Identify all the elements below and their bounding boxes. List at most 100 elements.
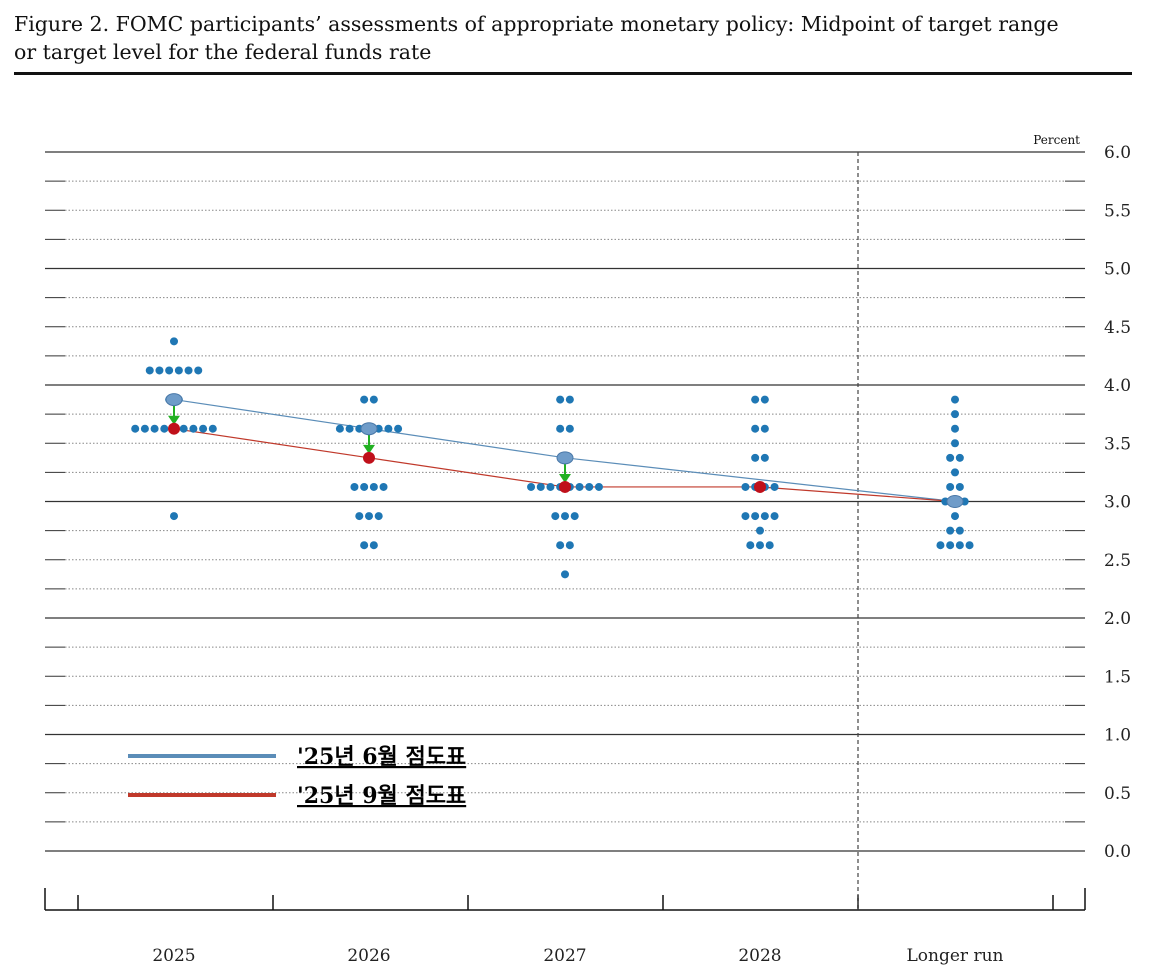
participant-dot <box>951 424 959 433</box>
participant-dot <box>965 541 974 550</box>
participant-dot <box>556 541 565 550</box>
participant-dot <box>131 424 140 433</box>
y-tick-label: 3.5 <box>1104 434 1131 454</box>
legend-label-june: '25년 6월 점도표 <box>297 744 466 770</box>
june-median-marker <box>165 393 183 407</box>
participant-dot <box>546 482 555 491</box>
y-tick-label: 2.0 <box>1104 609 1131 629</box>
participant-dot <box>394 424 403 433</box>
june-median-marker <box>946 495 964 508</box>
participant-dot <box>551 512 560 521</box>
participant-dot <box>756 526 764 535</box>
participant-dot <box>174 366 183 375</box>
participant-dot <box>160 424 169 433</box>
participant-dot <box>951 439 959 448</box>
participant-dot <box>527 482 536 491</box>
participant-dot <box>556 395 565 404</box>
participant-dot <box>955 541 964 550</box>
september-median-marker <box>559 480 571 493</box>
participant-dots <box>131 337 974 579</box>
participant-dot <box>536 482 545 491</box>
participant-dot <box>384 424 393 433</box>
participant-dot <box>350 482 359 491</box>
participant-dot <box>951 512 959 521</box>
x-category-label: Longer run <box>907 946 1004 966</box>
y-tick-label: 4.5 <box>1104 318 1131 338</box>
participant-dot <box>369 482 378 491</box>
participant-dot <box>955 526 964 535</box>
participant-dot <box>585 482 594 491</box>
participant-dot <box>360 541 369 550</box>
participant-dot <box>741 482 750 491</box>
september-median-marker <box>363 451 375 464</box>
participant-dot <box>565 541 574 550</box>
axes: 6.0 5.5 5.0 4.5 4.0 3.5 3.0 2.5 2.0 1.5 1.0 0.5 0.0 P… <box>44 133 1131 966</box>
participant-dot <box>570 512 579 521</box>
participant-dot <box>760 512 769 521</box>
participant-dot <box>936 541 945 550</box>
x-category-label: 2027 <box>543 946 586 966</box>
participant-dot <box>946 482 955 491</box>
participant-dot <box>561 570 569 579</box>
legend: '25년 6월 점도표 '25년 9월 점도표 <box>128 744 466 809</box>
participant-dot <box>756 541 764 550</box>
median-markers <box>165 393 964 508</box>
y-tick-label: 5.5 <box>1104 201 1131 221</box>
participant-dot <box>165 366 174 375</box>
x-category-label: 2025 <box>152 946 195 966</box>
participant-dot <box>565 424 574 433</box>
participant-dot <box>155 366 164 375</box>
participant-dot <box>140 424 149 433</box>
participant-dot <box>355 512 364 521</box>
y-tick-label: 1.0 <box>1104 726 1131 746</box>
participant-dot <box>184 366 193 375</box>
participant-dot <box>955 482 964 491</box>
participant-dot <box>179 424 188 433</box>
participant-dot <box>955 453 964 462</box>
participant-dot <box>379 482 388 491</box>
participant-dot <box>946 526 955 535</box>
participant-dot <box>335 424 344 433</box>
shift-arrow-head <box>559 473 571 483</box>
y-tick-label: 6.0 <box>1104 143 1131 163</box>
participant-dot <box>374 512 383 521</box>
participant-dot <box>951 410 959 419</box>
y-tick-label: 4.0 <box>1104 376 1131 396</box>
x-category-label: 2026 <box>347 946 390 966</box>
participant-dot <box>150 424 159 433</box>
participant-dot <box>951 395 959 404</box>
participant-dot <box>360 482 369 491</box>
participant-dot <box>751 424 760 433</box>
participant-dot <box>751 453 760 462</box>
participant-dot <box>199 424 208 433</box>
june-median-marker <box>360 422 378 436</box>
participant-dot <box>556 424 565 433</box>
participant-dot <box>369 541 378 550</box>
y-tick-label: 2.5 <box>1104 551 1131 571</box>
participant-dot <box>741 512 750 521</box>
y-axis-unit-label: Percent <box>1033 133 1080 147</box>
shift-arrow-head <box>363 444 375 454</box>
participant-dot <box>951 468 959 477</box>
participant-dot <box>208 424 217 433</box>
participant-dot <box>170 512 178 521</box>
june-median-line <box>173 398 956 503</box>
shift-arrow-head <box>168 415 180 425</box>
y-tick-label: 0.5 <box>1104 784 1131 804</box>
participant-dot <box>170 337 178 346</box>
september-median-marker <box>754 480 766 493</box>
participant-dot <box>365 512 373 521</box>
participant-dot <box>189 424 198 433</box>
y-tick-label: 1.5 <box>1104 667 1131 687</box>
x-category-label: 2028 <box>738 946 781 966</box>
participant-dot <box>770 482 779 491</box>
participant-dot <box>561 512 569 521</box>
participant-dot <box>145 366 154 375</box>
legend-label-september: '25년 9월 점도표 <box>297 783 466 809</box>
participant-dot <box>770 512 779 521</box>
participant-dot <box>946 453 955 462</box>
participant-dot <box>360 395 369 404</box>
participant-dot <box>760 395 769 404</box>
title-rule <box>14 72 1132 75</box>
